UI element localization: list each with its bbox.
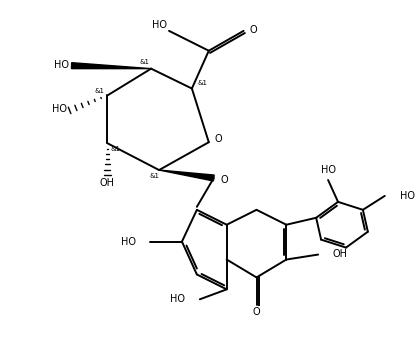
Polygon shape [71, 63, 151, 69]
Text: O: O [221, 175, 229, 185]
Text: HO: HO [52, 105, 67, 115]
Text: OH: OH [100, 178, 115, 188]
Text: O: O [249, 25, 257, 35]
Text: &1: &1 [198, 79, 208, 86]
Text: OH: OH [332, 248, 347, 258]
Polygon shape [159, 170, 214, 181]
Text: HO: HO [170, 294, 185, 304]
Text: HO: HO [121, 237, 136, 247]
Text: HO: HO [399, 191, 414, 201]
Text: &1: &1 [149, 173, 159, 179]
Text: &1: &1 [94, 87, 104, 93]
Text: HO: HO [152, 20, 167, 30]
Text: HO: HO [54, 60, 69, 70]
Text: HO: HO [321, 165, 336, 175]
Text: &1: &1 [111, 146, 121, 152]
Text: &1: &1 [139, 59, 149, 65]
Text: O: O [253, 307, 260, 317]
Text: O: O [215, 134, 222, 144]
